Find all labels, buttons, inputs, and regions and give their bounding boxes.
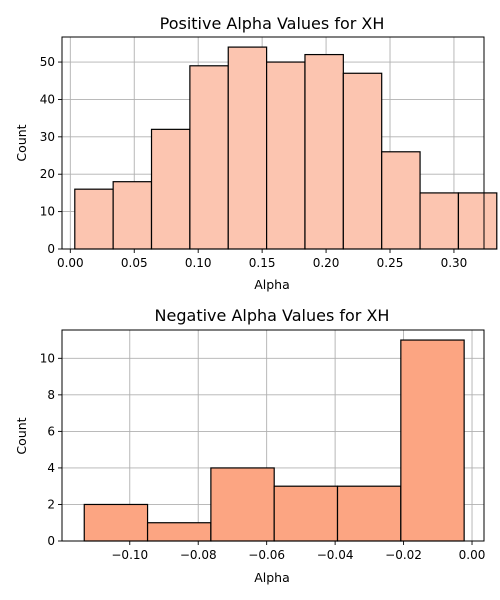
y-axis-label: Count: [14, 417, 29, 454]
y-tick-label: 2: [47, 497, 55, 511]
histogram-bar: [419, 192, 460, 250]
chart-title: Negative Alpha Values for XH: [155, 306, 390, 325]
y-tick-label: 0: [47, 534, 55, 548]
histogram-bar: [210, 467, 275, 542]
x-tick-label: 0.15: [249, 256, 276, 270]
x-tick-label: 0.25: [377, 256, 404, 270]
histogram-bar: [83, 503, 149, 542]
histogram-bar: [381, 151, 421, 250]
chart-positive-alpha: Positive Alpha Values for XH 0.00 0.05 0.1…: [14, 14, 498, 292]
x-tick-label: 0.05: [121, 256, 148, 270]
y-tick-label: 0: [47, 242, 55, 256]
y-tick-label: 50: [40, 55, 55, 69]
chart-negative-alpha: Negative Alpha Values for XH −0.10 −0.08−…: [14, 306, 485, 585]
y-tick-label: 10: [40, 205, 55, 219]
x-tick-label: 0.30: [441, 256, 468, 270]
y-axis-label: Count: [14, 124, 29, 161]
histogram-bar: [150, 128, 191, 250]
axes: 0.00 0.05 0.10 0.15 0.20 0.25 0.30 0 10 20 30 40 50: [40, 55, 468, 270]
x-tick-label: −0.10: [111, 548, 148, 562]
histogram-bar: [336, 485, 402, 542]
axes: −0.10 −0.08 −0.06 −0.04 −0.02 0.00 0 2 4 6 8 10: [40, 351, 486, 562]
histogram-bar: [304, 53, 344, 250]
histogram-bar: [74, 188, 114, 250]
bars: [74, 46, 498, 250]
x-tick-label: 0.00: [459, 548, 486, 562]
y-tick-label: 8: [47, 388, 55, 402]
x-tick-label: −0.08: [180, 548, 217, 562]
y-tick-label: 20: [40, 167, 55, 181]
plot-frame: [61, 36, 485, 250]
histogram-bar: [146, 522, 212, 542]
y-tick-label: 6: [47, 424, 55, 438]
histogram-bar: [457, 192, 498, 250]
x-tick-label: 0.20: [313, 256, 340, 270]
x-tick-label: 0.00: [57, 256, 84, 270]
histogram-bar: [400, 339, 465, 542]
chart-title: Positive Alpha Values for XH: [160, 14, 385, 33]
y-tick-label: 40: [40, 92, 55, 106]
bars: [83, 339, 465, 542]
plot-frame: [61, 329, 485, 542]
histogram-bar: [266, 61, 306, 250]
x-tick-label: −0.02: [385, 548, 422, 562]
x-axis-label: Alpha: [254, 277, 290, 292]
histogram-bar: [112, 181, 153, 250]
x-tick-label: −0.04: [317, 548, 354, 562]
histogram-bar: [342, 72, 383, 250]
histogram-bar: [273, 485, 339, 542]
x-axis-label: Alpha: [254, 570, 290, 585]
y-tick-label: 4: [47, 461, 55, 475]
x-tick-label: 0.10: [185, 256, 212, 270]
y-tick-label: 10: [40, 351, 55, 365]
histogram-bar: [227, 46, 268, 250]
x-tick-label: −0.06: [248, 548, 285, 562]
y-tick-label: 30: [40, 130, 55, 144]
histogram-bar: [189, 65, 229, 250]
